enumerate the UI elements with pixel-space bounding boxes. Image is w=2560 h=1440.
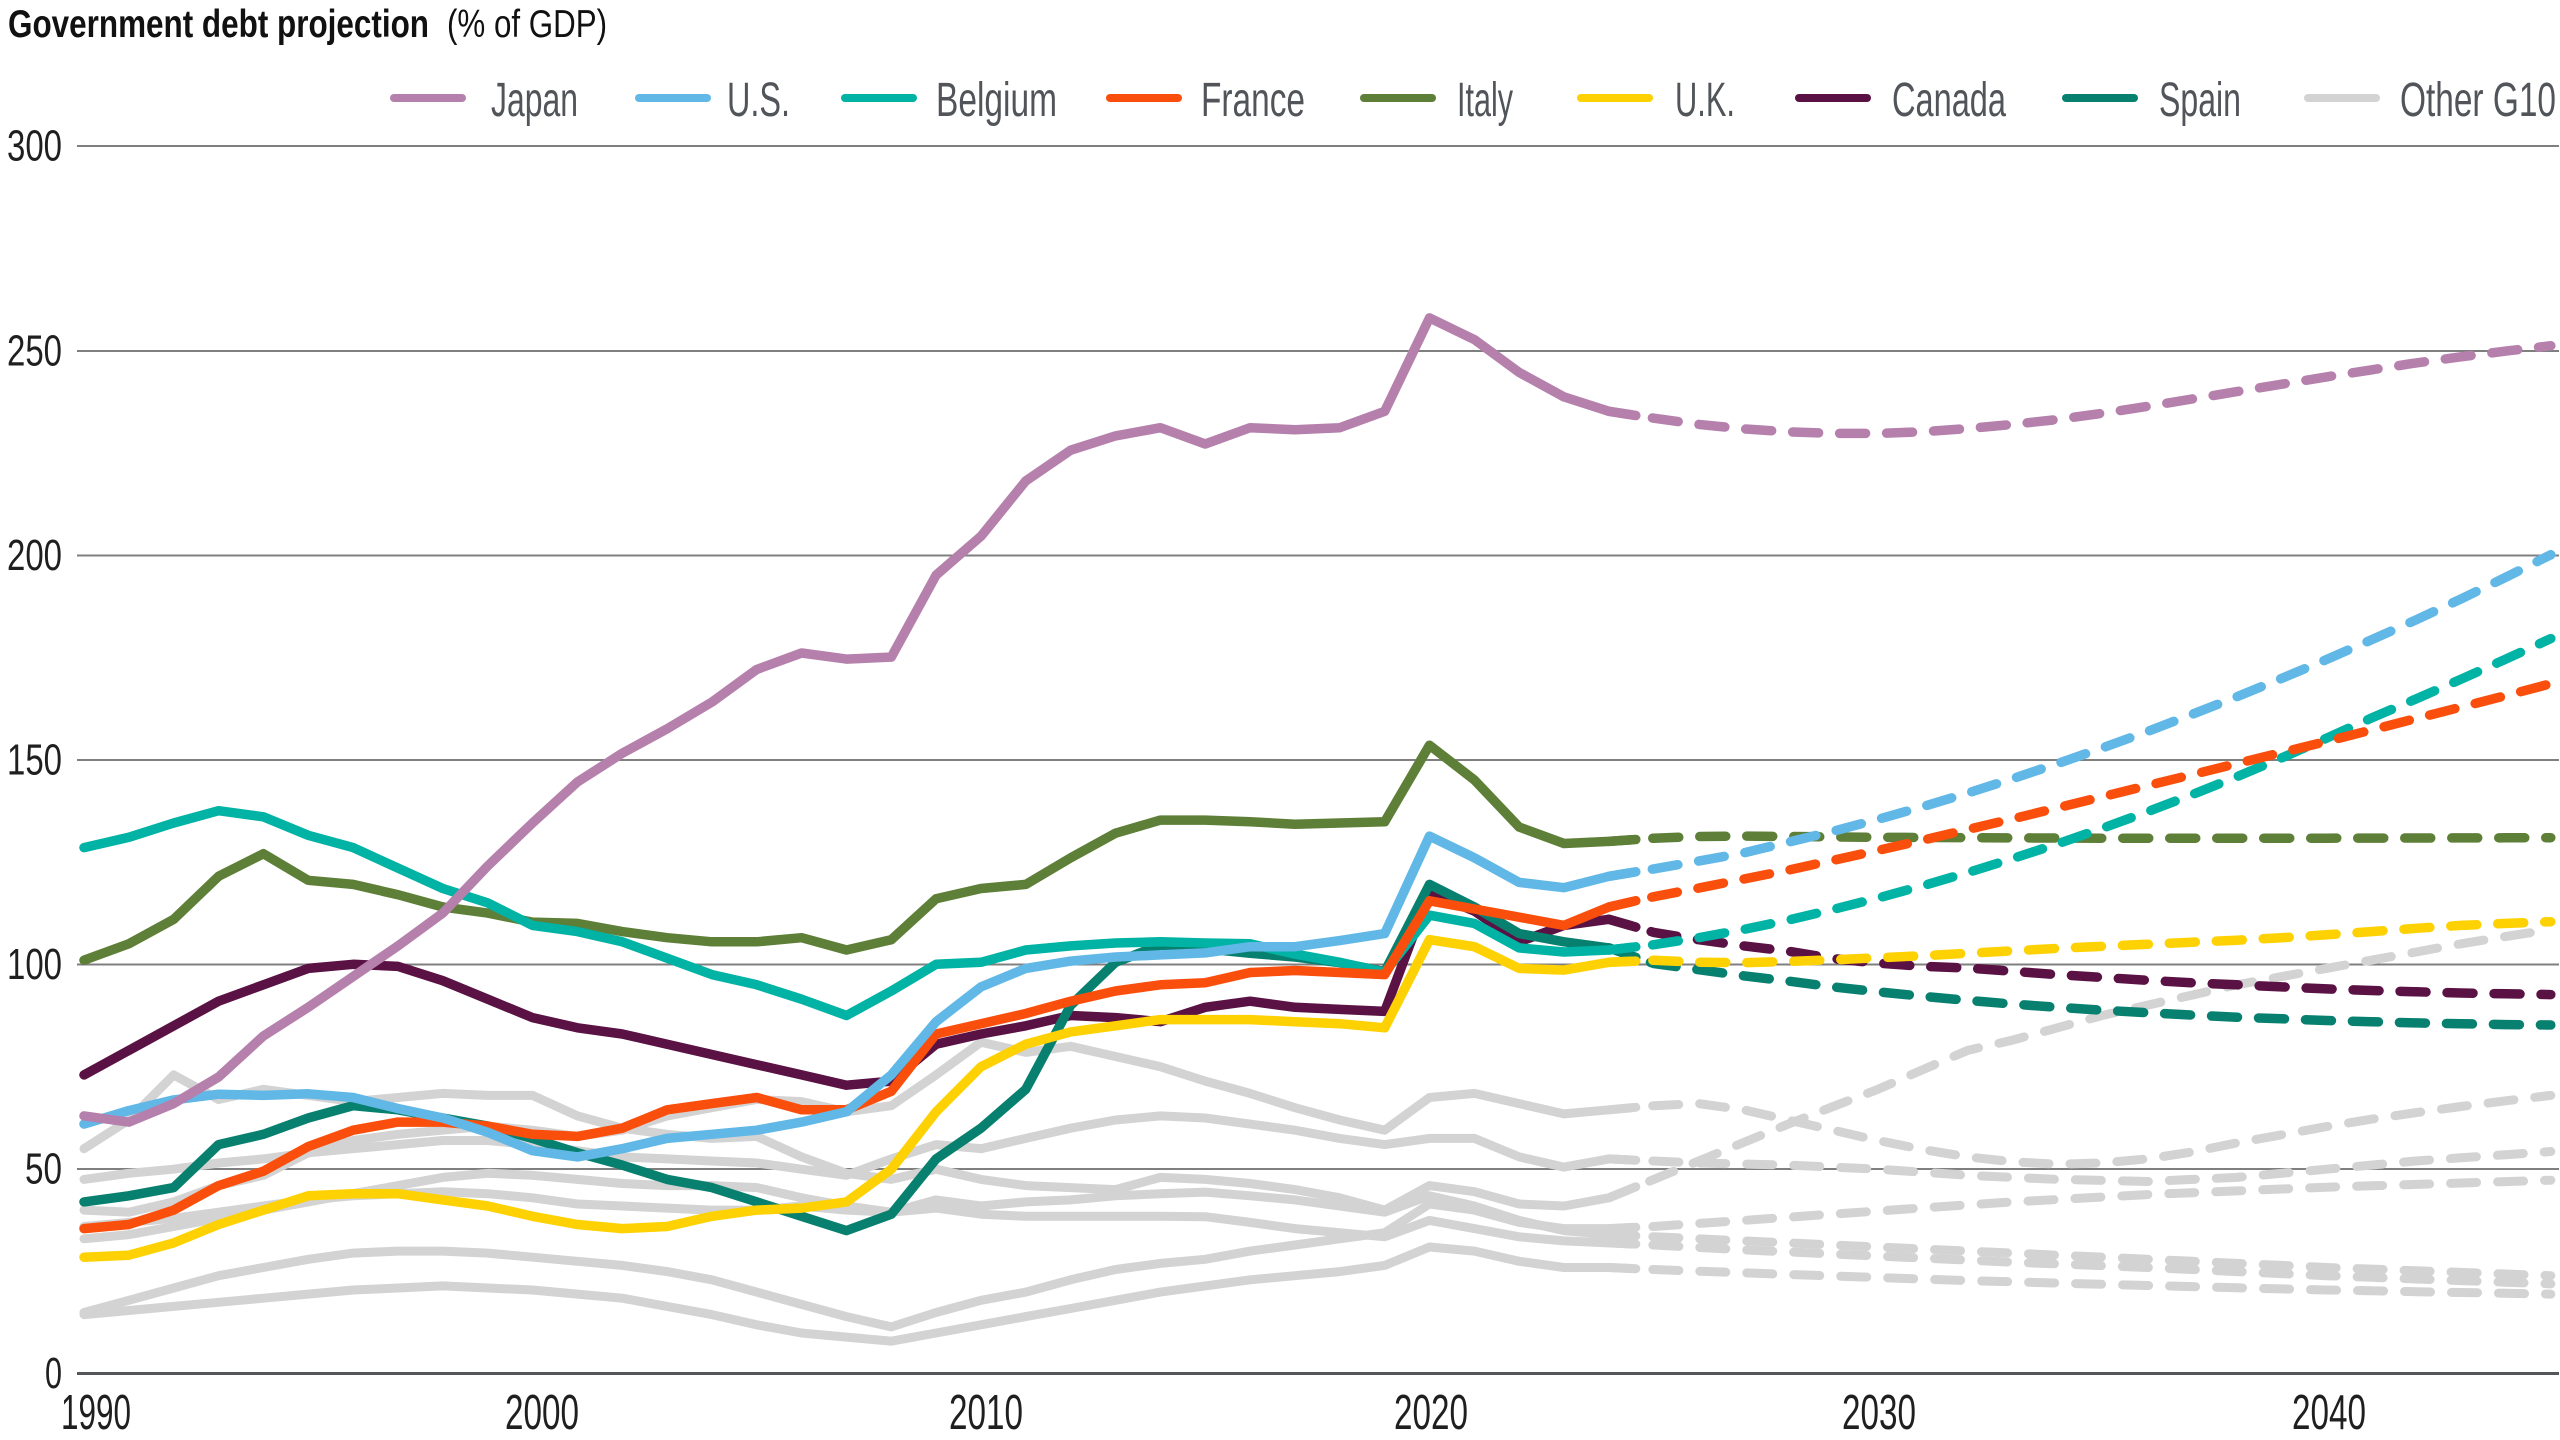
svg-text:France: France — [1201, 74, 1305, 127]
svg-text:150: 150 — [7, 736, 62, 785]
svg-text:250: 250 — [7, 327, 62, 376]
svg-text:Spain: Spain — [2159, 74, 2241, 127]
svg-text:Belgium: Belgium — [936, 74, 1057, 127]
svg-text:Canada: Canada — [1892, 74, 2006, 127]
svg-text:2030: 2030 — [1842, 1386, 1916, 1440]
svg-text:Government debt projection: Government debt projection — [8, 3, 429, 46]
svg-text:Japan: Japan — [491, 74, 578, 127]
svg-text:U.S.: U.S. — [727, 74, 790, 127]
svg-text:200: 200 — [7, 531, 62, 580]
svg-text:50: 50 — [25, 1145, 62, 1194]
svg-text:Italy: Italy — [1457, 74, 1513, 127]
svg-text:U.K.: U.K. — [1675, 74, 1735, 127]
svg-text:2010: 2010 — [949, 1386, 1023, 1440]
svg-text:0: 0 — [45, 1349, 62, 1398]
svg-text:300: 300 — [7, 122, 62, 171]
svg-text:2020: 2020 — [1394, 1386, 1468, 1440]
svg-text:Other G10: Other G10 — [2400, 74, 2556, 127]
svg-text:100: 100 — [7, 940, 62, 989]
svg-text:(% of GDP): (% of GDP) — [447, 3, 607, 46]
svg-text:1990: 1990 — [61, 1386, 131, 1440]
svg-text:2000: 2000 — [505, 1386, 579, 1440]
svg-text:2040: 2040 — [2292, 1386, 2366, 1440]
